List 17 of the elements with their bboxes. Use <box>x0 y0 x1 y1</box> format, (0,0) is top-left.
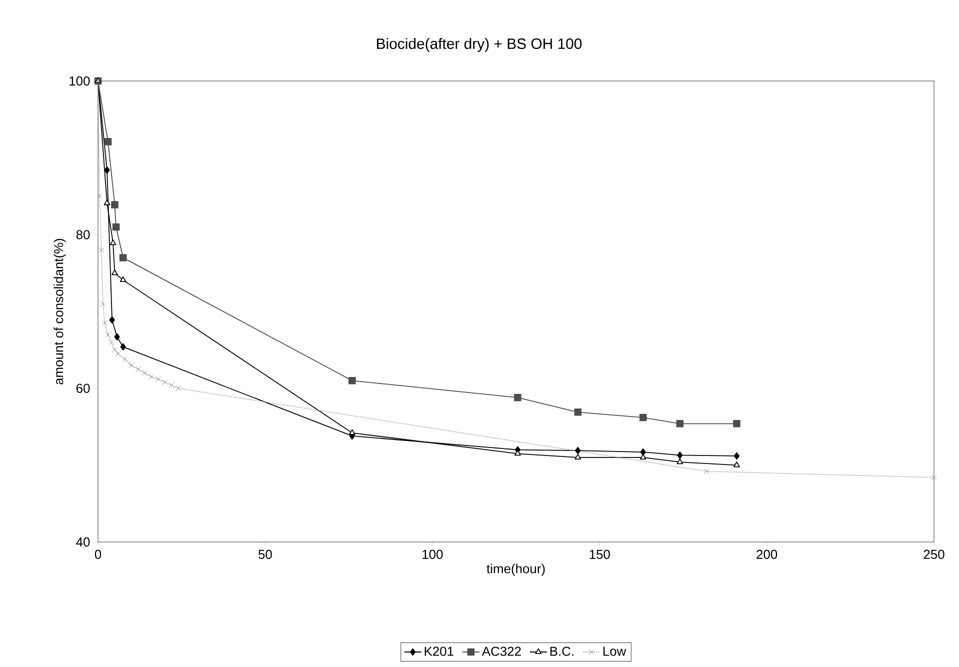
legend-label: AC322 <box>482 646 521 656</box>
x-tick-label: 200 <box>756 550 778 559</box>
y-tick-label: 100 <box>70 76 90 86</box>
x-axis-title: time(hour) <box>486 564 545 576</box>
x-tick-label: 100 <box>422 550 443 559</box>
x-tick-label: 50 <box>258 550 272 559</box>
x-tick-label: 250 <box>924 550 944 559</box>
y-tick-label: 40 <box>76 537 90 547</box>
chart-title: Biocide(after dry) + BS OH 100 <box>377 38 582 52</box>
legend-label: B.C. <box>550 646 574 656</box>
x-tick-label: 150 <box>590 550 610 559</box>
y-axis-title: amount of consolidant(%) <box>54 238 66 384</box>
legend-label: K201 <box>424 646 454 656</box>
y-tick-label: 60 <box>76 384 90 393</box>
x-tick-label: 0 <box>94 550 102 559</box>
legend-label: Low <box>603 646 626 656</box>
y-tick-label: 80 <box>76 230 90 240</box>
